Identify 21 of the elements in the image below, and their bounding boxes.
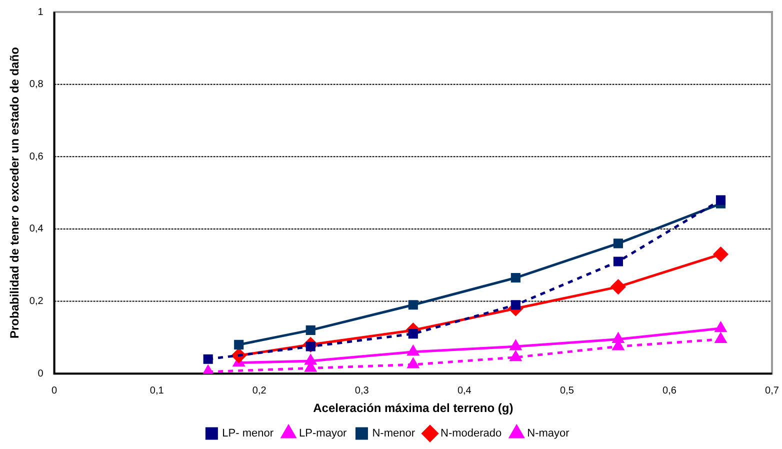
x-tick-label: 0,7 [765,385,780,396]
x-tick-label: 0,5 [560,385,574,396]
legend-label: LP- menor [222,428,274,440]
legend-label: LP-mayor [299,428,348,440]
x-tick-label: 0,1 [150,385,164,396]
x-tick-label: 0,4 [457,385,472,396]
y-tick-label: 0,4 [29,224,44,235]
x-tick-label: 0,3 [354,385,370,396]
y-tick-label: 1 [38,6,44,18]
y-tick-label: 0,2 [29,296,44,308]
x-tick-label: 0,2 [252,385,267,396]
legend-label: N-menor [372,428,416,440]
y-axis-title: Probabilidad de tener o exceder un estado de daño [8,47,22,339]
legend-label: N-mayor [527,428,570,440]
x-axis-title: Aceleración máxima del terreno (g) [313,401,514,416]
legend-label: N-moderado [440,428,502,440]
x-tick-label: 0 [52,385,58,396]
y-tick-label: 0,8 [29,79,44,90]
y-tick-label: 0,6 [29,151,44,162]
x-tick-label: 0,6 [662,385,677,396]
y-tick-label: 0 [38,368,44,380]
